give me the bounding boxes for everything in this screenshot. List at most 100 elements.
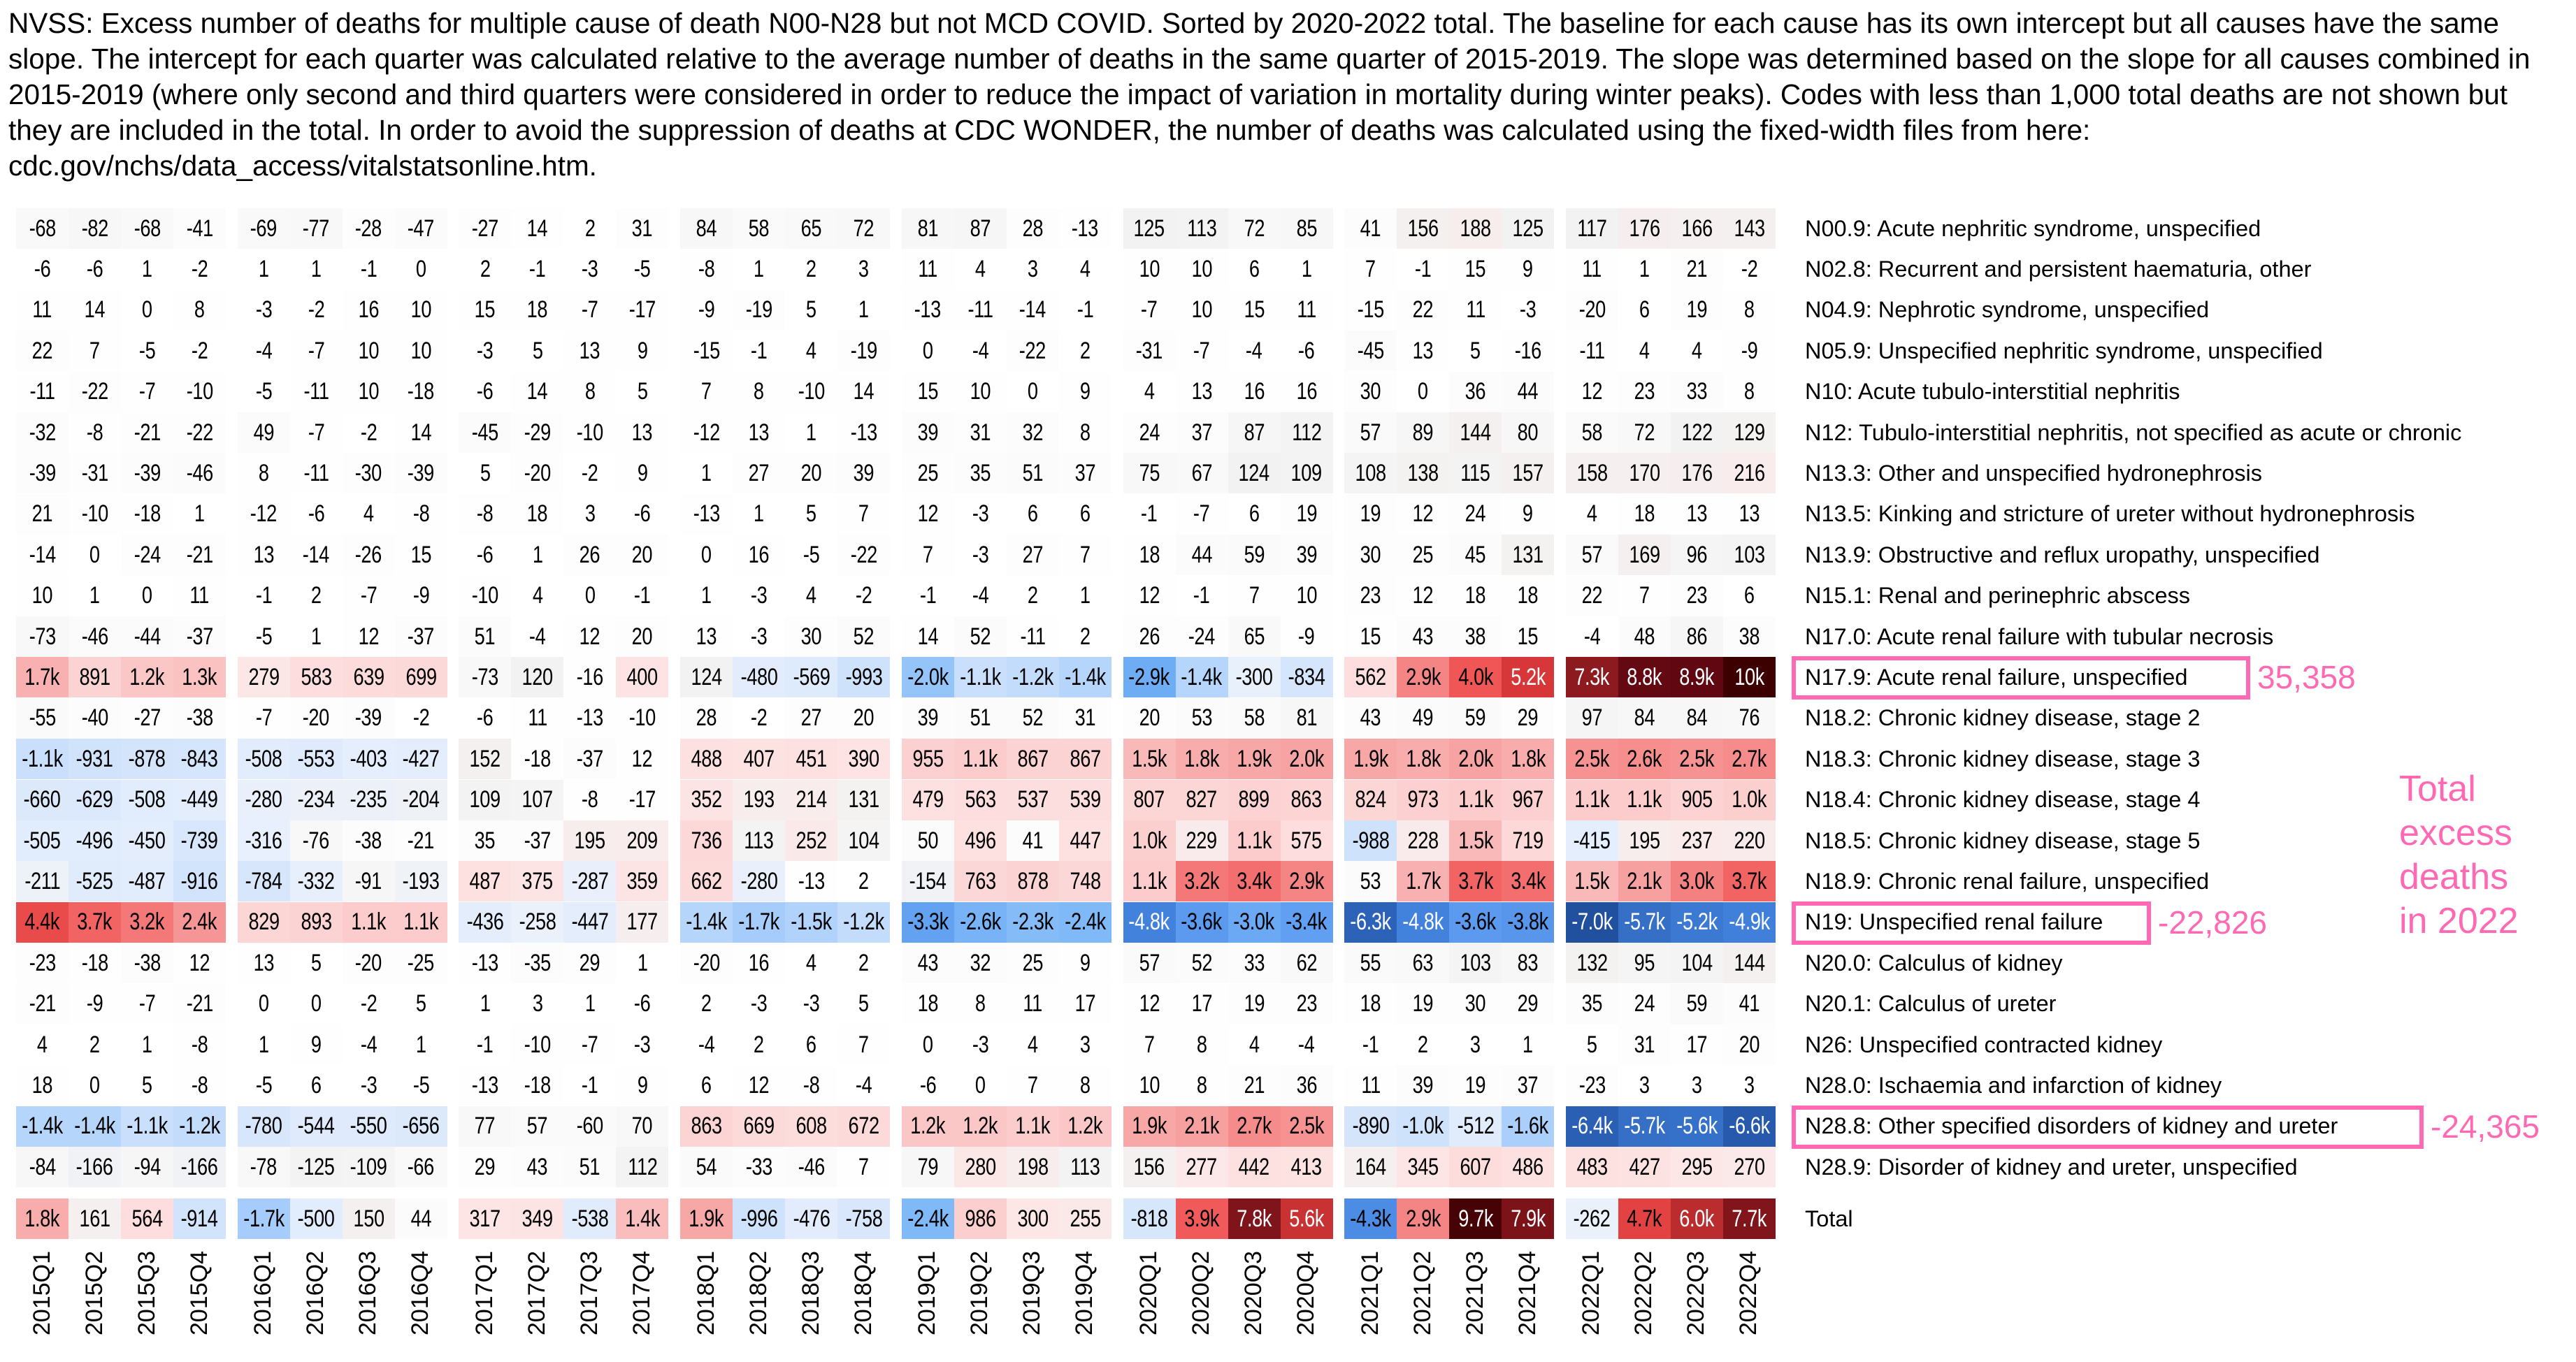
heatmap-cell: 3: [1722, 1065, 1776, 1106]
cell-value: 2.4k: [182, 908, 217, 936]
cell-value: -4: [855, 1071, 872, 1099]
cell-value: -37: [186, 623, 213, 650]
cell-value: -37: [524, 827, 552, 854]
total-cell: -262: [1565, 1198, 1618, 1239]
cell-value: 9: [1079, 949, 1091, 976]
heatmap-cell: 24: [1123, 412, 1176, 453]
cell-value: 352: [691, 786, 722, 813]
heatmap-cell: 27: [733, 453, 786, 494]
cell-value: 2.9k: [1289, 867, 1324, 894]
cell-value: 37: [1517, 1071, 1539, 1099]
heatmap-cell: -82: [69, 208, 121, 249]
cell-value: 41: [1022, 827, 1044, 854]
heatmap-cell: -27: [121, 697, 173, 739]
column-label: 2021Q3: [1461, 1251, 1488, 1335]
heatmap-cell: 72: [1618, 412, 1671, 453]
cell-value: 19: [1296, 500, 1317, 528]
cell-value: 1: [701, 582, 712, 609]
heatmap-cell: 12: [901, 493, 954, 535]
total-cell: 300: [1006, 1198, 1059, 1239]
cell-value: 195: [574, 827, 606, 854]
cell-value: 33: [1686, 378, 1708, 405]
cell-value: 11: [1582, 255, 1602, 282]
cell-value: 220: [1734, 827, 1765, 854]
heatmap-cell: 8: [954, 983, 1007, 1024]
heatmap-cell: 52: [1006, 697, 1059, 739]
cell-value: 107: [521, 786, 554, 813]
cell-value: -280: [740, 867, 778, 894]
heatmap-cell: 1.1k: [1449, 779, 1502, 820]
heatmap-cell: -834: [1280, 657, 1333, 698]
heatmap-cell: 11: [901, 249, 954, 290]
cell-value: 10: [1191, 296, 1212, 324]
heatmap-cell: 9: [1058, 943, 1111, 984]
heatmap-cell: -78: [237, 1147, 290, 1188]
cell-value: 3.4k: [1237, 867, 1272, 894]
heatmap-cell: 35: [459, 820, 512, 861]
cell-value: 132: [1576, 949, 1608, 976]
heatmap-cell: 2.7k: [1228, 1106, 1281, 1147]
heatmap-cell: -35: [511, 943, 564, 984]
cell-value: 11: [189, 582, 210, 609]
cell-value: 161: [79, 1205, 110, 1232]
total-cell: 1.9k: [680, 1198, 733, 1239]
cell-value: -37: [576, 745, 604, 772]
cell-value: -27: [134, 704, 161, 732]
heatmap-cell: 29: [1502, 983, 1555, 1024]
cell-value: 6.0k: [1679, 1205, 1715, 1232]
heatmap-cell: 177: [616, 901, 669, 943]
heatmap-cell: 63: [1397, 943, 1450, 984]
cell-value: -31: [81, 459, 108, 486]
cell-value: 2.9k: [1405, 663, 1441, 690]
cell-value: 4: [1692, 337, 1702, 364]
cell-value: 229: [1186, 827, 1218, 854]
cell-value: 33: [1244, 949, 1265, 976]
cell-value: 23: [1296, 990, 1317, 1017]
heatmap-cell: 9: [616, 331, 669, 372]
cell-value: 44: [1517, 378, 1539, 405]
cell-value: -7: [138, 378, 156, 405]
heatmap-cell: 65: [1228, 616, 1281, 657]
cell-value: -12: [693, 419, 721, 446]
cell-value: -4: [529, 623, 546, 650]
heatmap-cell: 1.9k: [1228, 739, 1281, 780]
heatmap-cell: 5: [289, 943, 343, 984]
heatmap-cell: 1: [394, 1024, 447, 1065]
cell-value: 120: [521, 663, 554, 690]
heatmap-cell: 608: [785, 1106, 838, 1147]
column-label: 2019Q2: [966, 1251, 993, 1335]
cell-value: 143: [1734, 215, 1765, 242]
cell-value: -8: [86, 419, 103, 446]
heatmap-cell: 45: [1449, 535, 1502, 576]
cell-value: 144: [1734, 949, 1765, 976]
heatmap-cell: 8.9k: [1670, 657, 1723, 698]
heatmap-cell: -11: [289, 371, 343, 412]
heatmap-cell: -46: [173, 453, 226, 494]
heatmap-cell: -2.9k: [1123, 657, 1176, 698]
cell-value: -1.6k: [1507, 1113, 1548, 1140]
cell-value: 16: [358, 296, 379, 324]
heatmap-cell: 672: [837, 1106, 891, 1147]
heatmap-cell: 11: [1280, 289, 1333, 331]
cell-value: 36: [1296, 1071, 1317, 1099]
heatmap-cell: 19: [1344, 493, 1397, 535]
heatmap-cell: -14: [1006, 289, 1059, 331]
heatmap-cell: -10: [563, 412, 617, 453]
cell-value: 11: [1297, 296, 1316, 324]
cell-value: 3: [1027, 255, 1038, 282]
cell-value: -11: [29, 378, 55, 405]
heatmap-cell: 39: [837, 453, 891, 494]
cell-value: -3: [255, 296, 272, 324]
heatmap-cell: 7.3k: [1565, 657, 1618, 698]
cell-value: 18: [527, 500, 548, 528]
heatmap-cell: -18: [511, 1065, 564, 1106]
cell-value: 6: [701, 1071, 712, 1099]
cell-value: 807: [1133, 786, 1165, 813]
heatmap-cell: 108: [1344, 453, 1397, 494]
cell-value: -4: [255, 337, 272, 364]
cell-value: -6: [634, 990, 651, 1017]
heatmap-cell: -1.1k: [16, 739, 69, 780]
cell-value: -26: [355, 541, 382, 568]
heatmap-cell: -9: [680, 289, 733, 331]
cell-value: 13: [253, 541, 274, 568]
